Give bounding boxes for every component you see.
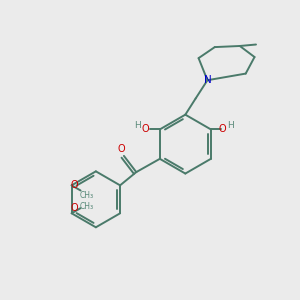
Text: N: N: [203, 75, 211, 85]
Text: H: H: [134, 122, 140, 130]
Text: H: H: [227, 122, 234, 130]
Text: CH₃: CH₃: [79, 191, 93, 200]
Text: CH₃: CH₃: [79, 202, 93, 211]
Text: O: O: [71, 180, 78, 190]
Text: O: O: [141, 124, 149, 134]
Text: O: O: [219, 124, 226, 134]
Text: O: O: [71, 203, 78, 213]
Text: O: O: [118, 143, 125, 154]
